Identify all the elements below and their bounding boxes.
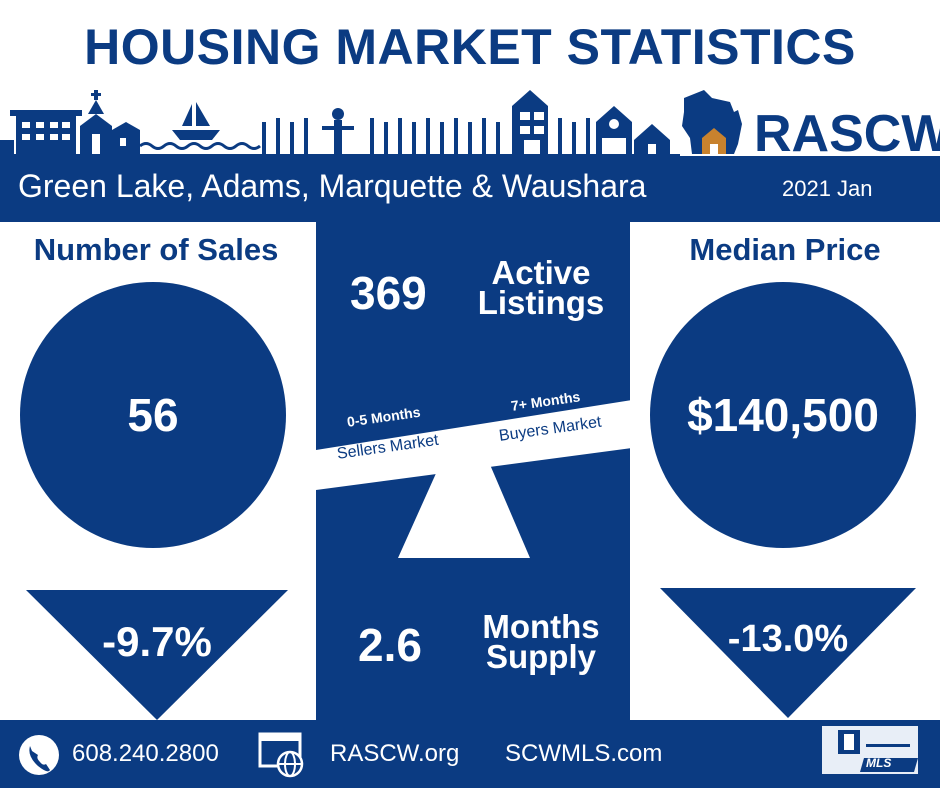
realtor-mls-logo xyxy=(822,726,918,774)
phone-icon xyxy=(19,735,59,775)
median-price-change-triangle xyxy=(660,588,916,718)
months-supply-label-line2: Supply xyxy=(485,638,596,675)
sales-circle: 56 xyxy=(20,282,286,548)
report-period: 2021 Jan xyxy=(782,176,873,201)
median-price-heading: Median Price xyxy=(689,232,881,267)
active-listings-label-line2: Listings xyxy=(477,284,605,321)
months-supply-label: Months Supply xyxy=(466,608,616,675)
brand-logo-text: RASCW xyxy=(754,105,940,163)
median-price-value: $140,500 xyxy=(687,389,879,441)
months-supply-label-line1: Months xyxy=(482,608,600,645)
sales-value: 56 xyxy=(127,389,179,441)
wisconsin-map-icon xyxy=(682,90,742,154)
page-title: HOUSING MARKET STATISTICS xyxy=(84,19,856,75)
region-banner xyxy=(0,156,940,222)
skyline-illustration xyxy=(0,90,680,156)
months-supply-value: 2.6 xyxy=(358,619,422,671)
sales-change-triangle xyxy=(26,590,288,720)
region-name: Green Lake, Adams, Marquette & Waushara xyxy=(18,168,647,204)
market-balance-scale xyxy=(316,400,632,558)
median-price-circle: $140,500 xyxy=(650,282,916,548)
active-listings-label: Active Listings xyxy=(466,254,616,321)
footer-bar xyxy=(0,720,940,788)
web-globe-icon xyxy=(258,732,304,778)
phone-number[interactable]: 608.240.2800 xyxy=(72,740,219,767)
active-listings-value: 369 xyxy=(350,267,427,319)
website-rascw[interactable]: RASCW.org xyxy=(330,740,460,767)
sales-change: -9.7% xyxy=(102,618,212,665)
active-listings-label-line1: Active xyxy=(491,254,591,291)
median-price-change: -13.0% xyxy=(727,618,849,660)
website-scwmls[interactable]: SCWMLS.com xyxy=(505,740,663,767)
mls-text: MLS xyxy=(866,756,892,770)
sales-heading: Number of Sales xyxy=(33,232,279,267)
